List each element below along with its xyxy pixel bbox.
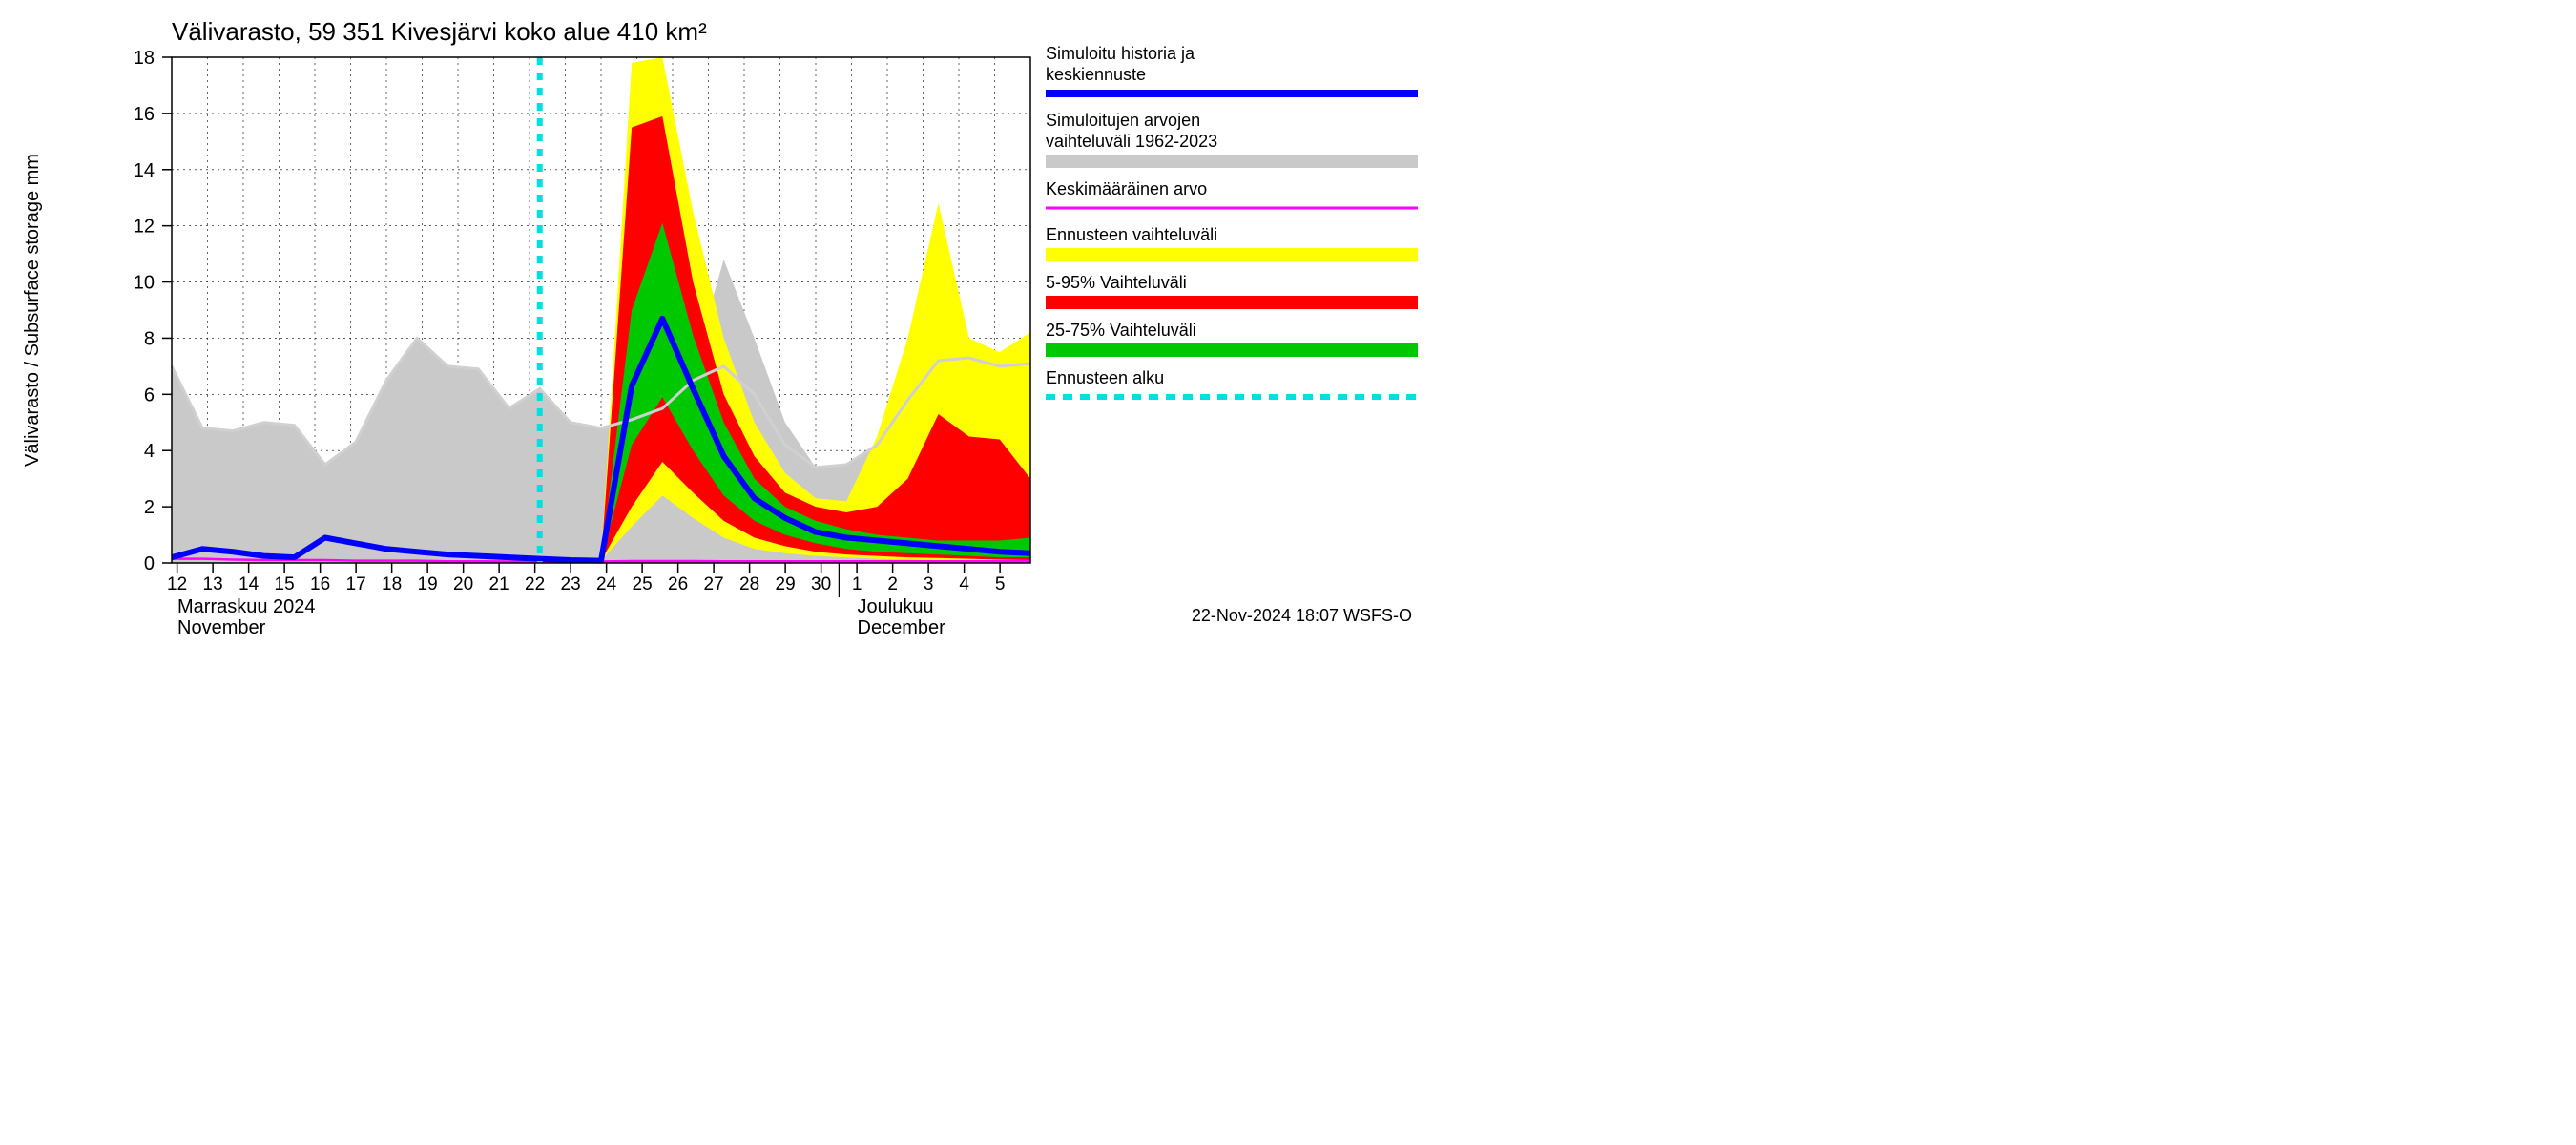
svg-text:4: 4 — [144, 441, 155, 462]
svg-text:10: 10 — [134, 273, 155, 294]
svg-text:18: 18 — [382, 574, 402, 594]
svg-text:20: 20 — [453, 574, 473, 594]
svg-text:5: 5 — [995, 574, 1006, 594]
svg-text:3: 3 — [924, 574, 934, 594]
svg-text:25: 25 — [633, 574, 653, 594]
svg-text:17: 17 — [346, 574, 366, 594]
svg-text:15: 15 — [275, 574, 295, 594]
legend-label-blue: Simuloitu historia ja — [1046, 44, 1195, 63]
legend-label-grey: Simuloitujen arvojen — [1046, 111, 1200, 130]
svg-text:16: 16 — [134, 104, 155, 125]
month-label-fi: Marraskuu 2024 — [177, 596, 316, 617]
svg-text:18: 18 — [134, 48, 155, 69]
svg-text:26: 26 — [668, 574, 688, 594]
legend-swatch-green — [1046, 344, 1418, 357]
legend-label-cyan: Ennusteen alku — [1046, 368, 1164, 387]
svg-text:22: 22 — [525, 574, 545, 594]
svg-text:12: 12 — [134, 217, 155, 238]
chart-title: Välivarasto, 59 351 Kivesjärvi koko alue… — [172, 17, 707, 46]
svg-text:2: 2 — [887, 574, 898, 594]
svg-text:23: 23 — [561, 574, 581, 594]
legend-label-grey: vaihteluväli 1962-2023 — [1046, 132, 1217, 151]
chart-footer: 22-Nov-2024 18:07 WSFS-O — [1192, 606, 1412, 625]
svg-text:27: 27 — [704, 574, 724, 594]
svg-text:30: 30 — [811, 574, 831, 594]
month-label-fi: Joulukuu — [858, 596, 934, 617]
legend-label-red: 5-95% Vaihteluväli — [1046, 273, 1187, 292]
month-label-en: December — [858, 617, 946, 636]
svg-text:13: 13 — [203, 574, 223, 594]
svg-text:12: 12 — [167, 574, 187, 594]
y-axis-label: Välivarasto / Subsurface storage mm — [22, 154, 43, 467]
legend-label-magenta: Keskimääräinen arvo — [1046, 179, 1207, 198]
forecast-chart: 0246810121416181213141516171819202122232… — [0, 0, 1431, 636]
svg-text:8: 8 — [144, 328, 155, 349]
svg-text:29: 29 — [776, 574, 796, 594]
svg-text:0: 0 — [144, 553, 155, 574]
svg-text:24: 24 — [596, 574, 617, 594]
svg-text:6: 6 — [144, 385, 155, 406]
legend-swatch-grey — [1046, 155, 1418, 168]
month-label-en: November — [177, 617, 266, 636]
svg-text:16: 16 — [310, 574, 330, 594]
legend-swatch-red — [1046, 296, 1418, 309]
svg-text:4: 4 — [959, 574, 969, 594]
legend-label-yellow: Ennusteen vaihteluväli — [1046, 225, 1217, 244]
svg-text:19: 19 — [418, 574, 438, 594]
svg-text:14: 14 — [134, 160, 155, 181]
legend-swatch-yellow — [1046, 248, 1418, 261]
svg-text:2: 2 — [144, 497, 155, 518]
svg-text:1: 1 — [852, 574, 862, 594]
legend-label-green: 25-75% Vaihteluväli — [1046, 321, 1196, 340]
chart-container: 0246810121416181213141516171819202122232… — [0, 0, 1431, 636]
legend-label-blue: keskiennuste — [1046, 65, 1146, 84]
svg-text:21: 21 — [489, 574, 509, 594]
svg-text:14: 14 — [239, 574, 260, 594]
svg-text:28: 28 — [739, 574, 759, 594]
